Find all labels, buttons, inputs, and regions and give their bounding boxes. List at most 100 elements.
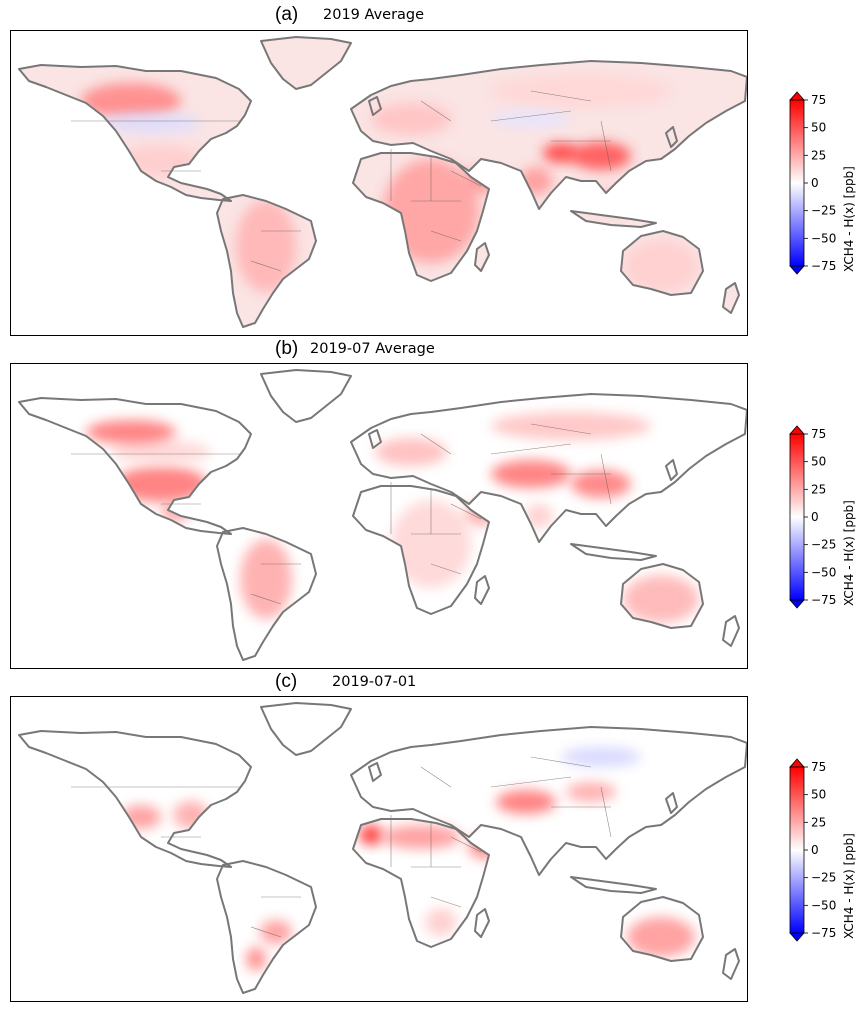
new-zealand	[723, 283, 739, 313]
anomaly-region	[491, 75, 671, 107]
anomaly-region	[381, 825, 461, 849]
colorbar-extend-max	[789, 425, 805, 435]
country-borders	[71, 90, 612, 272]
africa-coastline	[352, 818, 490, 948]
map-frame	[10, 363, 748, 669]
madagascar	[475, 576, 489, 604]
colorbar-tick-label: 75	[811, 93, 826, 107]
country-border	[530, 90, 592, 102]
new-zealand-coastline	[722, 615, 740, 647]
anomaly-layer	[81, 75, 699, 292]
anomaly-region	[561, 747, 641, 767]
colorbar-gradient	[789, 766, 805, 934]
new-zealand-coastline	[722, 948, 740, 980]
panel-title: 2019-07-01	[332, 674, 417, 690]
uk-coastline	[368, 762, 382, 782]
colorbar-tick-label: 25	[811, 482, 826, 496]
greenland-coastline	[260, 36, 352, 90]
anomaly-region	[81, 83, 181, 119]
australia-coastline	[620, 563, 704, 629]
anomaly-region	[425, 908, 457, 936]
anomaly-region	[465, 169, 497, 193]
anomaly-region	[115, 466, 207, 502]
colorbar-tick-label: 0	[811, 843, 819, 857]
north-america	[19, 731, 251, 867]
anomaly-region	[571, 470, 631, 498]
anomaly-region	[520, 167, 552, 195]
indonesia	[571, 877, 656, 893]
country-borders	[71, 423, 612, 605]
anomaly-region	[491, 460, 571, 488]
colorbar-gradient	[789, 433, 805, 601]
anomaly-region	[591, 189, 631, 213]
colorbar-tick-label: −25	[811, 871, 836, 885]
colorbar-tick-label: 50	[811, 788, 826, 802]
panel-label: (a)	[275, 4, 299, 25]
indonesia	[571, 544, 656, 560]
colorbar-tick-label: −75	[811, 593, 836, 607]
north-america-coastline	[18, 730, 252, 868]
panel-label: (b)	[275, 338, 299, 359]
south-america-coastline	[216, 194, 317, 328]
anomaly-region	[571, 142, 631, 170]
anomaly-region	[371, 103, 451, 135]
country-border	[530, 423, 592, 435]
indonesia	[571, 211, 656, 227]
coastlines	[18, 702, 747, 994]
japan-coastline	[665, 792, 678, 814]
colorbar-extend-max	[789, 758, 805, 768]
anomaly-region	[359, 825, 383, 845]
africa-coastline	[352, 152, 490, 282]
country-border	[450, 503, 482, 520]
greenland-coastline	[260, 702, 352, 756]
anomaly-region	[525, 504, 553, 528]
colorbar-scale: 75 50 25 0 −25 −50 −75	[789, 758, 836, 942]
world-map	[18, 36, 747, 328]
colorbar-scale: 75 50 25 0 −25 −50 −75	[789, 91, 836, 275]
anomaly-region	[173, 801, 209, 829]
eurasia-coastline	[350, 726, 747, 876]
country-border	[450, 836, 482, 853]
colorbar-tick-label: −25	[811, 538, 836, 552]
madagascar-coastline	[474, 242, 490, 272]
greenland	[261, 370, 351, 422]
anomaly-region	[465, 502, 497, 526]
madagascar	[475, 243, 489, 271]
anomaly-region	[627, 917, 695, 957]
australia-coastline	[620, 230, 704, 296]
africa-coastline	[352, 485, 490, 615]
colorbar: 75 50 25 0 −25 −50 −75	[789, 758, 836, 942]
anomaly-region	[101, 113, 201, 133]
japan-coastline	[665, 126, 678, 148]
colorbar-tick-label: −25	[811, 204, 836, 218]
country-border	[430, 563, 462, 575]
colorbar: 75 50 25 0 −25 −50 −75	[789, 91, 836, 275]
anomaly-region	[121, 805, 161, 829]
country-border	[250, 593, 282, 605]
colorbar-extend-max	[789, 91, 805, 101]
country-border	[430, 230, 462, 242]
colorbar-extend-min	[789, 265, 805, 275]
map-frame	[10, 30, 748, 336]
anomaly-region	[260, 920, 292, 944]
south-america-coastline	[216, 527, 317, 661]
country-border	[600, 453, 612, 505]
colorbar-extend-min	[789, 599, 805, 609]
colorbar-label: XCH4 - H(x) [ppb]	[842, 833, 856, 939]
anomaly-region	[496, 790, 556, 814]
country-border	[600, 120, 612, 172]
greenland-coastline	[260, 369, 352, 423]
country-border	[490, 776, 572, 788]
colorbar-tick-label: −75	[811, 259, 836, 273]
panel-a: (a) 2019 Average 75 50 25 0 −25 −50 −75 XCH4 -…	[0, 0, 866, 336]
madagascar-coastline	[474, 575, 490, 605]
greenland	[261, 37, 351, 89]
north-america	[19, 398, 251, 534]
anomaly-region	[111, 440, 211, 464]
colorbar-label: XCH4 - H(x) [ppb]	[842, 166, 856, 272]
north-america-coastline	[18, 64, 252, 202]
colorbar-tick-label: 50	[811, 455, 826, 469]
indonesia-coastline	[570, 543, 657, 561]
anomaly-region	[566, 782, 616, 802]
uk-coastline	[368, 429, 382, 449]
